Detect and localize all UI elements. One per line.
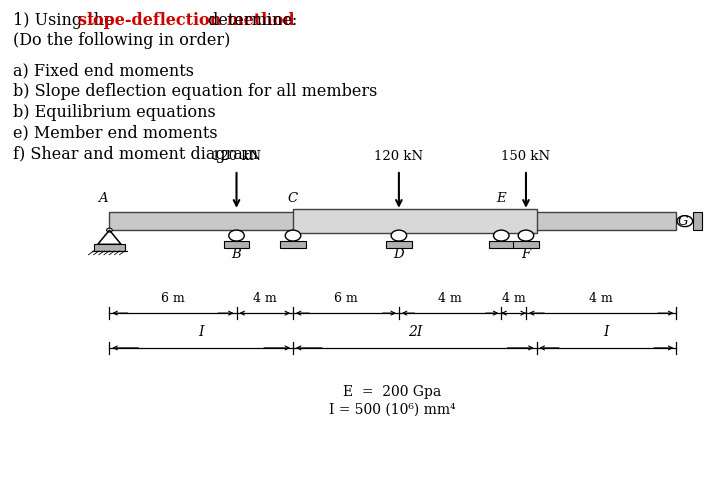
- Text: 120 kN: 120 kN: [212, 150, 261, 163]
- Text: e) Member end moments: e) Member end moments: [13, 125, 217, 142]
- Text: F: F: [521, 248, 531, 261]
- Circle shape: [229, 230, 244, 241]
- Text: a) Fixed end moments: a) Fixed end moments: [13, 62, 193, 79]
- Text: A: A: [97, 192, 107, 205]
- Text: 4 m: 4 m: [253, 292, 277, 305]
- Text: C: C: [288, 192, 298, 205]
- Polygon shape: [386, 241, 412, 248]
- Polygon shape: [280, 241, 306, 248]
- Text: (Do the following in order): (Do the following in order): [13, 32, 230, 49]
- Text: E  =  200 Gpa: E = 200 Gpa: [342, 385, 441, 399]
- Circle shape: [107, 228, 112, 232]
- Text: I = 500 (10⁶) mm⁴: I = 500 (10⁶) mm⁴: [328, 403, 455, 416]
- Text: 6 m: 6 m: [334, 292, 358, 305]
- Text: 120 kN: 120 kN: [374, 150, 424, 163]
- Polygon shape: [94, 245, 125, 251]
- Text: 1) Using the: 1) Using the: [13, 12, 119, 29]
- Polygon shape: [489, 241, 514, 248]
- Text: I: I: [604, 326, 609, 339]
- Text: 4 m: 4 m: [438, 292, 462, 305]
- Text: 6 m: 6 m: [161, 292, 185, 305]
- Polygon shape: [693, 212, 702, 230]
- Text: b) Equilibrium equations: b) Equilibrium equations: [13, 104, 215, 121]
- Text: b) Slope deflection equation for all members: b) Slope deflection equation for all mem…: [13, 83, 377, 100]
- Text: G: G: [678, 215, 689, 228]
- Text: D: D: [393, 248, 405, 261]
- Text: f) Shear and moment diagram: f) Shear and moment diagram: [13, 146, 258, 163]
- Polygon shape: [293, 209, 537, 233]
- Polygon shape: [109, 212, 676, 230]
- Text: B: B: [232, 248, 241, 261]
- Text: E: E: [496, 192, 506, 205]
- Polygon shape: [224, 241, 249, 248]
- Text: I: I: [198, 326, 204, 339]
- Text: slope-deflection method: slope-deflection method: [78, 12, 294, 29]
- Circle shape: [285, 230, 301, 241]
- Circle shape: [677, 216, 693, 227]
- Circle shape: [518, 230, 534, 241]
- Text: determine:: determine:: [203, 12, 297, 29]
- Text: 4 m: 4 m: [590, 292, 613, 305]
- Circle shape: [391, 230, 407, 241]
- Polygon shape: [513, 241, 539, 248]
- Text: 4 m: 4 m: [502, 292, 525, 305]
- Circle shape: [493, 230, 509, 241]
- Text: 2I: 2I: [407, 326, 422, 339]
- Text: 150 kN: 150 kN: [501, 150, 551, 163]
